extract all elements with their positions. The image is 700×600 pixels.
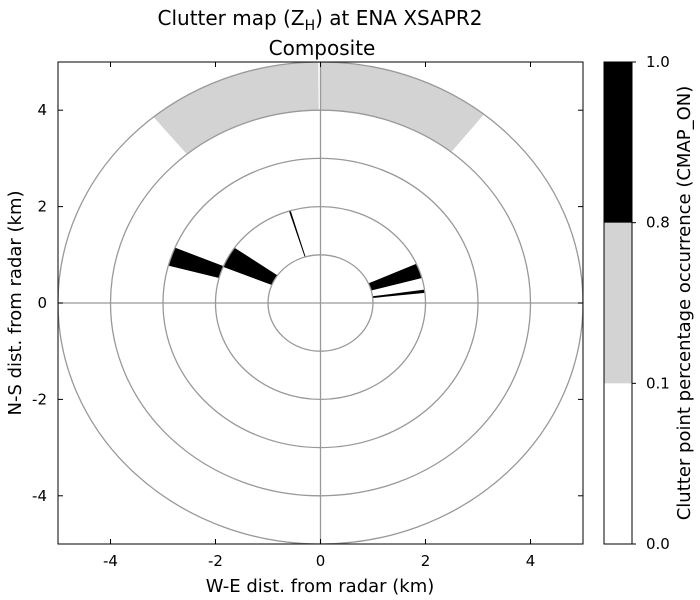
title-subscript: H — [305, 18, 316, 34]
x-tick-label: -4 — [103, 552, 118, 570]
y-tick-label: 2 — [37, 198, 47, 216]
y-tick-label: 4 — [37, 101, 47, 119]
clutter-sector-0 — [153, 62, 319, 155]
x-axis-label: W-E dist. from radar (km) — [206, 576, 435, 597]
clutter-sector-2 — [168, 247, 224, 279]
colorbar: 0.0 0.1 0.8 1.0 — [603, 53, 670, 553]
x-tick-label: 0 — [316, 552, 326, 570]
tick-layer: -4 -2 0 2 4 -4 -2 0 2 4 — [32, 62, 583, 570]
x-tick-label: -2 — [208, 552, 223, 570]
clutter-sector-4 — [288, 210, 306, 258]
clutter-sector-5 — [368, 263, 422, 291]
title-prefix: Clutter map (Z — [158, 6, 305, 30]
chart-title: Clutter map (ZH) at ENA XSAPR2 — [158, 6, 483, 34]
colorbar-frame — [603, 61, 633, 545]
clutter-sector-3 — [223, 247, 278, 285]
y-tick-label: -2 — [32, 390, 47, 408]
y-tick-label: -4 — [32, 487, 47, 505]
clutter-sector-6 — [372, 289, 425, 298]
colorbar-segment-0 — [604, 383, 632, 544]
colorbar-tick-label: 0.8 — [646, 214, 670, 232]
colorbar-tick-label: 0.0 — [646, 535, 670, 553]
colorbar-segment-1 — [604, 222, 632, 384]
colorbar-label: Clutter point percentage occurrence (CMA… — [674, 86, 695, 521]
plot-layer — [58, 62, 583, 544]
colorbar-tick-label: 0.1 — [646, 374, 670, 392]
title-suffix: ) at ENA XSAPR2 — [315, 6, 482, 30]
y-tick-label: 0 — [37, 294, 47, 312]
x-tick-label: 4 — [526, 552, 536, 570]
colorbar-segment-2 — [604, 62, 632, 223]
colorbar-tick-label: 1.0 — [646, 53, 670, 71]
x-tick-label: 2 — [421, 552, 431, 570]
y-axis-label: N-S dist. from radar (km) — [5, 190, 26, 415]
clutter-sector-1 — [320, 62, 484, 153]
chart-subtitle: Composite — [269, 36, 376, 60]
